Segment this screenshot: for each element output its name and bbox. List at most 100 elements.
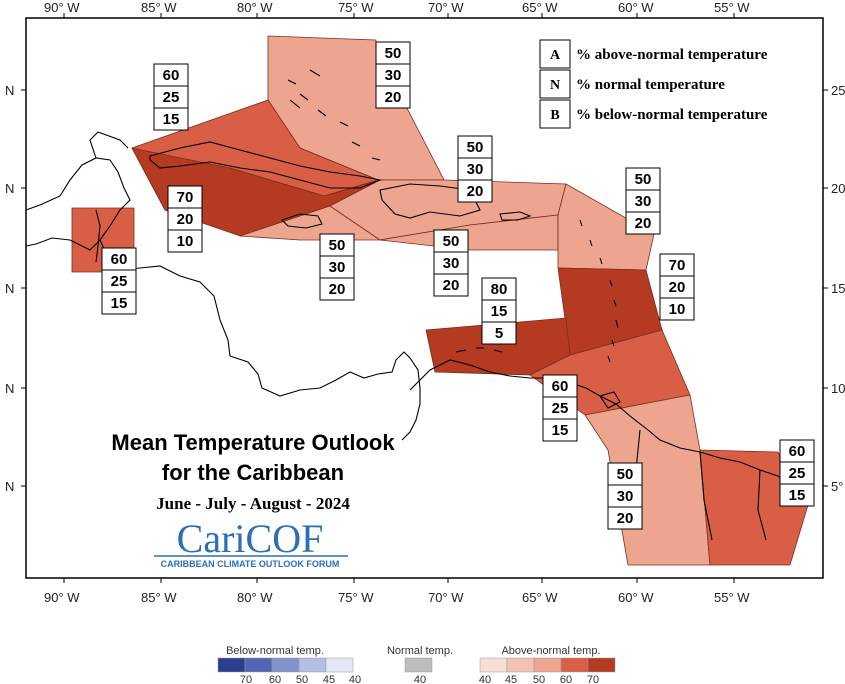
prob-n-value: 30 [329, 259, 346, 276]
prob-box: 50 30 20 [457, 135, 493, 203]
lon-label: 60° W [618, 590, 654, 605]
colorbar-swatch [404, 657, 433, 673]
logo-tagline: CARIBBEAN CLIMATE OUTLOOK FORUM [161, 559, 340, 569]
prob-box: 50 30 20 [433, 229, 469, 297]
lon-label: 55° W [714, 590, 750, 605]
colorbar-swatch [217, 657, 246, 673]
prob-cell [779, 483, 815, 507]
colorbar-tick: 60 [269, 674, 281, 684]
colorbar-swatch [298, 657, 327, 673]
coastlines [25, 69, 801, 541]
prob-n-value: 30 [617, 488, 634, 505]
lat-label: N [5, 281, 14, 296]
prob-n-value: 25 [552, 400, 569, 417]
colorbar-swatch [271, 657, 300, 673]
lon-label: 80° W [237, 0, 273, 15]
prob-cell [659, 297, 695, 321]
prob-a-value: 50 [329, 237, 346, 254]
lon-label: 60° W [618, 0, 654, 15]
prob-b-value: 15 [789, 487, 806, 504]
lat-label: 15 [831, 281, 845, 296]
prob-a-value: 50 [443, 233, 460, 250]
right-lat-labels: 25 20 15 10 5° [831, 83, 845, 494]
logo-wordmark: CariCOF [177, 516, 324, 561]
legend-letter-box [539, 69, 571, 99]
lat-label: N [5, 381, 14, 396]
legend-text-above: % above-normal temperature [576, 47, 768, 63]
colorbar-swatch [244, 657, 273, 673]
lon-ticks [21, 13, 828, 583]
bottom-lon-labels: 90° W 85° W 80° W 75° W 70° W 65° W 60° … [44, 590, 750, 605]
lon-label: 75° W [338, 0, 374, 15]
prob-box: 60 25 15 [153, 63, 189, 131]
prob-b-value: 5 [495, 325, 503, 342]
prob-n-value: 30 [635, 193, 652, 210]
colorbar-tick: 45 [323, 674, 335, 684]
prob-a-value: 80 [491, 281, 508, 298]
lat-label: 10 [831, 381, 845, 396]
title-block: Mean Temperature Outlook for the Caribbe… [111, 430, 395, 513]
title-line1: Mean Temperature Outlook [111, 430, 395, 455]
prob-cell [607, 506, 643, 530]
prob-n-value: 25 [111, 273, 128, 290]
prob-cell [433, 273, 469, 297]
prob-cell [542, 418, 578, 442]
colorbar-tick: 40 [414, 674, 426, 684]
prob-a-value: 60 [163, 67, 180, 84]
colorbar-swatch [506, 657, 535, 673]
colorbar-tick: 70 [240, 674, 252, 684]
prob-a-value: 70 [669, 257, 686, 274]
prob-a-value: 50 [385, 45, 402, 62]
prob-box: 60 25 15 [101, 247, 137, 315]
lon-label: 70° W [428, 0, 464, 15]
lon-label: 85° W [141, 0, 177, 15]
top-lon-labels: 90° W 85° W 80° W 75° W 70° W 65° W 60° … [44, 0, 750, 15]
lat-label: 25 [831, 83, 845, 98]
prob-a-value: 70 [177, 189, 194, 206]
prob-cell [481, 321, 517, 345]
prob-box: 70 20 10 [659, 253, 695, 321]
legend-letter-n: N [550, 78, 560, 93]
prob-b-value: 15 [552, 422, 569, 439]
colorbar-above-label: Above-normal temp. [501, 645, 600, 657]
prob-n-value: 20 [669, 279, 686, 296]
colorbar-tick: 60 [560, 674, 572, 684]
colorbar-below-label: Below-normal temp. [226, 645, 324, 657]
prob-b-value: 15 [163, 111, 180, 128]
left-lat-labels: N N N N N [5, 83, 14, 494]
lon-label: 75° W [338, 590, 374, 605]
prob-a-value: 60 [552, 378, 569, 395]
prob-box: 70 20 10 [167, 185, 203, 253]
prob-cell [101, 291, 137, 315]
lat-label: N [5, 479, 14, 494]
lon-label: 65° W [522, 590, 558, 605]
legend-letter-box [539, 99, 571, 129]
colorbar-swatch [533, 657, 562, 673]
prob-a-value: 50 [635, 171, 652, 188]
colorbar: Below-normal temp. Normal temp. Above-no… [217, 645, 616, 684]
lon-label: 70° W [428, 590, 464, 605]
colorbar-tick: 40 [479, 674, 491, 684]
prob-box: 50 30 20 [319, 233, 355, 301]
lon-label: 65° W [522, 0, 558, 15]
prob-b-value: 20 [329, 281, 346, 298]
prob-n-value: 25 [163, 89, 180, 106]
legend-letter-box [539, 39, 571, 69]
forecast-regions [71, 35, 809, 566]
prob-b-value: 20 [617, 510, 634, 527]
prob-cell [319, 277, 355, 301]
prob-b-value: 15 [111, 295, 128, 312]
prob-b-value: 20 [385, 89, 402, 106]
lat-label: 20 [831, 181, 845, 196]
colorbar-swatch [325, 657, 354, 673]
caricof-logo: CariCOF CARIBBEAN CLIMATE OUTLOOK FORUM [154, 516, 348, 569]
colorbar-tick: 45 [505, 674, 517, 684]
prob-n-value: 30 [443, 255, 460, 272]
lon-label: 80° W [237, 590, 273, 605]
colorbar-swatch [587, 657, 616, 673]
lat-label: N [5, 181, 14, 196]
prob-box: 60 25 15 [779, 439, 815, 507]
prob-a-value: 60 [111, 251, 128, 268]
prob-box: 50 30 20 [625, 167, 661, 235]
